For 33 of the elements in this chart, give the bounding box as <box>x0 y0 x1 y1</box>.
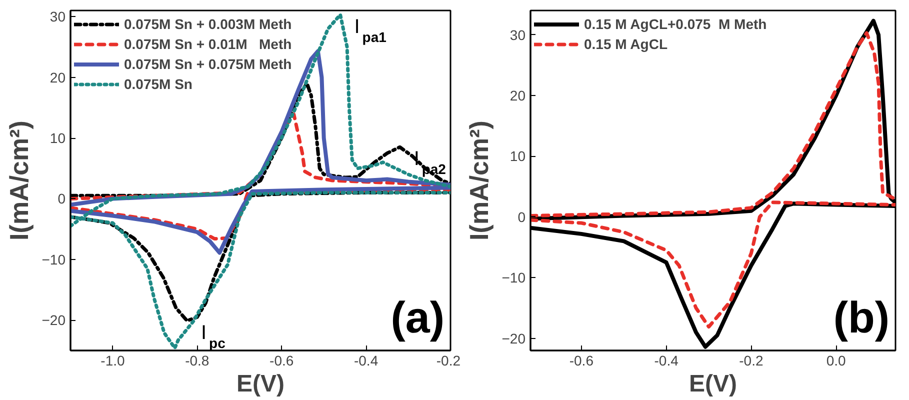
y-tick-label: 30 <box>510 26 526 43</box>
annotation: (a) <box>390 294 445 342</box>
x-tick-label: -0.6 <box>569 352 594 368</box>
y-tick-label: 20 <box>50 69 66 86</box>
y-axis-title: I(mA/cm²) <box>464 120 494 240</box>
y-tick-label: 0 <box>518 208 526 225</box>
y-axis-title: I(mA/cm²) <box>4 120 34 240</box>
y-tick-label: 20 <box>510 88 526 104</box>
legend-label: 0.075M Sn + 0.003M Meth <box>124 16 292 32</box>
y-tick-label: 10 <box>510 148 526 164</box>
x-tick-label: -1.0 <box>100 352 125 368</box>
legend-label: 0.15 M AgCL+0.075 M Meth <box>584 16 767 32</box>
x-axis-title: E(V) <box>236 370 284 398</box>
y-tick-label: −10 <box>42 251 66 268</box>
y-tick-label: 10 <box>50 130 66 146</box>
x-tick-label: -0.6 <box>270 352 294 368</box>
y-tick-label: 30 <box>50 8 66 25</box>
x-tick-label: -0.4 <box>354 352 378 368</box>
y-tick-label: −20 <box>42 312 66 328</box>
legend-label: 0.15 M AgCL <box>584 36 668 52</box>
legend-label: 0.075M Sn + 0.01M Meth <box>124 36 292 52</box>
x-tick-label: -0.2 <box>739 352 764 368</box>
y-tick-label: −20 <box>502 330 526 346</box>
legend-label: 0.075M Sn <box>124 76 192 92</box>
y-tick-label: −10 <box>502 270 526 286</box>
y-tick-label: 0 <box>58 190 66 207</box>
x-tick-label: -0.4 <box>654 352 679 368</box>
x-tick-label: 0.0 <box>826 352 846 368</box>
x-tick-label: -0.8 <box>185 352 210 368</box>
x-axis-title: E(V) <box>689 370 737 398</box>
legend-label: 0.075M Sn + 0.075M Meth <box>124 56 292 72</box>
annotation: (b) <box>833 294 890 342</box>
x-tick-label: -0.2 <box>436 352 461 368</box>
